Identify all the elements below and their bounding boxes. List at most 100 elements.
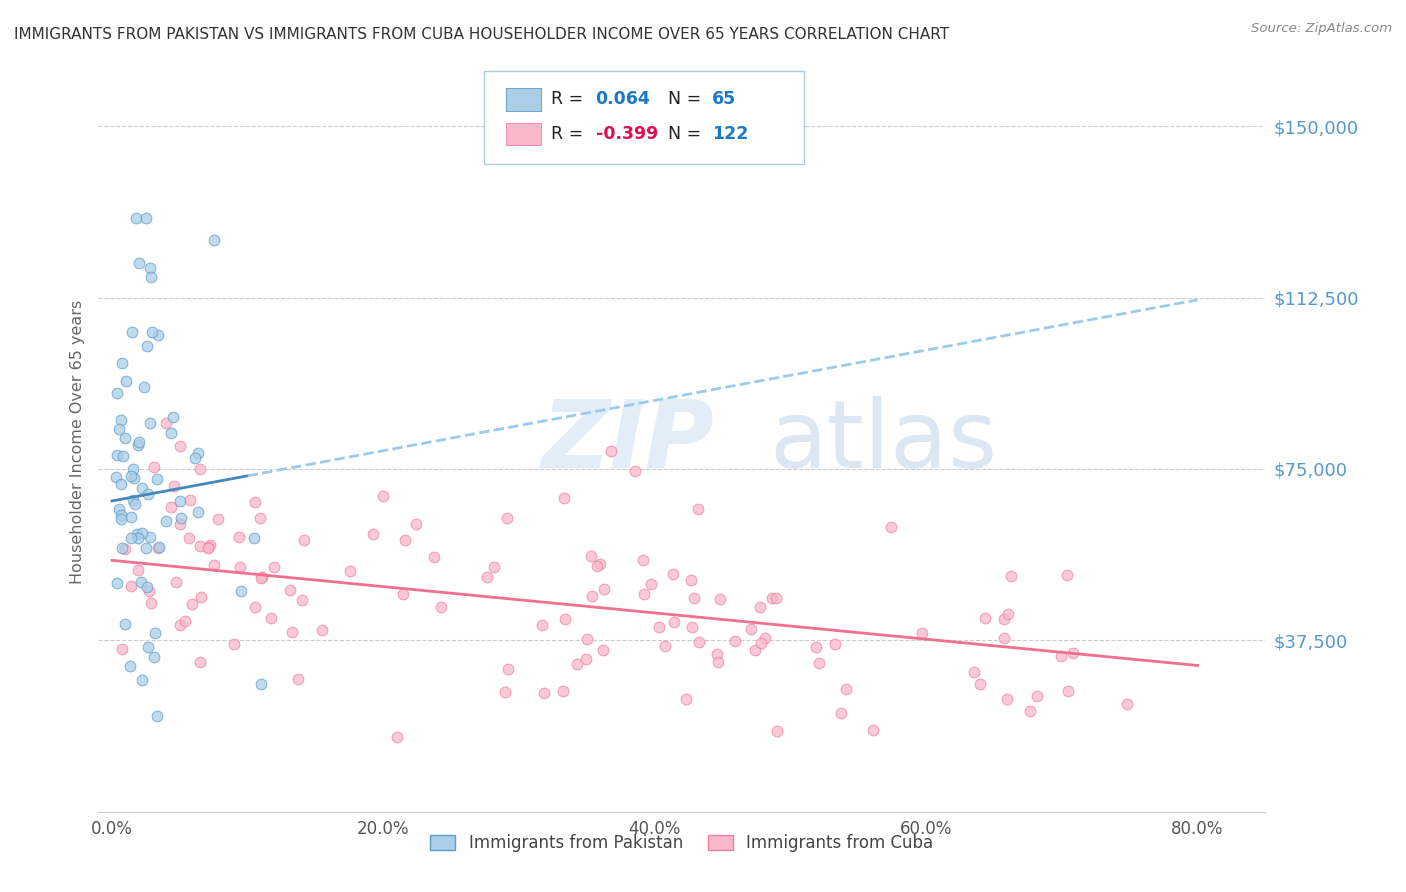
Point: [997, 607, 1019, 622]
Point: [387, 730, 409, 744]
Point: [993, 612, 1015, 626]
Y-axis label: Householder Income Over 65 years: Householder Income Over 65 years: [69, 300, 84, 583]
Point: [141, 596, 163, 610]
Text: atlas: atlas: [769, 395, 998, 488]
Point: [963, 665, 986, 680]
FancyBboxPatch shape: [506, 123, 541, 145]
Point: [575, 632, 598, 646]
Point: [830, 706, 852, 720]
Point: [114, 374, 136, 388]
Point: [765, 724, 787, 739]
Point: [197, 540, 219, 554]
Point: [243, 495, 266, 509]
Point: [631, 553, 654, 567]
Point: [311, 624, 333, 638]
Point: [291, 592, 314, 607]
Point: [132, 380, 155, 394]
Point: [169, 618, 191, 632]
Point: [1062, 646, 1084, 660]
Point: [228, 530, 250, 544]
Point: [533, 685, 555, 699]
Point: [249, 571, 271, 585]
Point: [202, 558, 225, 572]
Legend: Immigrants from Pakistan, Immigrants from Cuba: Immigrants from Pakistan, Immigrants fro…: [423, 828, 941, 859]
Point: [554, 612, 576, 626]
Point: [122, 492, 145, 507]
Point: [624, 464, 647, 478]
Point: [575, 652, 598, 666]
Point: [114, 541, 136, 556]
Point: [250, 677, 273, 691]
Point: [197, 541, 219, 556]
Point: [761, 591, 783, 605]
Point: [880, 519, 903, 533]
Text: 65: 65: [713, 90, 737, 109]
Point: [1116, 697, 1139, 711]
Point: [835, 682, 858, 697]
Text: R =: R =: [551, 125, 583, 144]
Point: [765, 591, 787, 605]
Point: [633, 587, 655, 601]
Point: [139, 530, 162, 544]
Point: [640, 576, 662, 591]
Point: [145, 709, 167, 723]
Point: [141, 325, 163, 339]
Point: [724, 633, 747, 648]
Point: [165, 574, 187, 589]
Point: [222, 638, 245, 652]
Text: 0.064: 0.064: [596, 90, 651, 109]
Point: [180, 597, 202, 611]
Point: [494, 685, 516, 699]
Point: [114, 431, 136, 445]
Point: [484, 559, 506, 574]
Point: [187, 505, 209, 519]
Point: [974, 610, 997, 624]
Point: [120, 579, 142, 593]
Point: [169, 439, 191, 453]
Point: [136, 580, 159, 594]
Point: [107, 422, 129, 436]
Point: [138, 584, 160, 599]
Point: [105, 448, 128, 462]
Point: [127, 563, 149, 577]
Point: [245, 599, 267, 614]
Point: [553, 491, 575, 505]
Point: [496, 511, 519, 525]
Point: [142, 459, 165, 474]
Point: [169, 517, 191, 532]
Point: [131, 526, 153, 541]
Point: [124, 471, 146, 485]
Point: [706, 647, 728, 661]
Point: [146, 328, 169, 343]
Point: [496, 662, 519, 676]
Point: [136, 640, 159, 655]
Point: [243, 531, 266, 545]
Point: [139, 260, 162, 275]
FancyBboxPatch shape: [506, 88, 541, 111]
Point: [143, 649, 166, 664]
Point: [911, 626, 934, 640]
Point: [405, 516, 427, 531]
Point: [128, 256, 150, 270]
Text: ZIP: ZIP: [541, 395, 714, 488]
Point: [145, 626, 167, 640]
Point: [155, 417, 177, 431]
Point: [993, 632, 1015, 646]
Point: [111, 641, 134, 656]
Point: [128, 434, 150, 449]
Point: [174, 615, 197, 629]
Point: [600, 444, 623, 458]
Point: [530, 618, 553, 632]
Text: N =: N =: [668, 125, 702, 144]
Point: [110, 413, 132, 427]
Point: [121, 469, 143, 483]
Point: [581, 549, 603, 564]
Point: [391, 587, 413, 601]
Point: [110, 476, 132, 491]
Point: [429, 600, 451, 615]
Point: [683, 591, 706, 606]
Point: [105, 385, 128, 400]
Point: [1025, 690, 1047, 704]
Point: [1000, 568, 1022, 582]
Point: [648, 620, 671, 634]
